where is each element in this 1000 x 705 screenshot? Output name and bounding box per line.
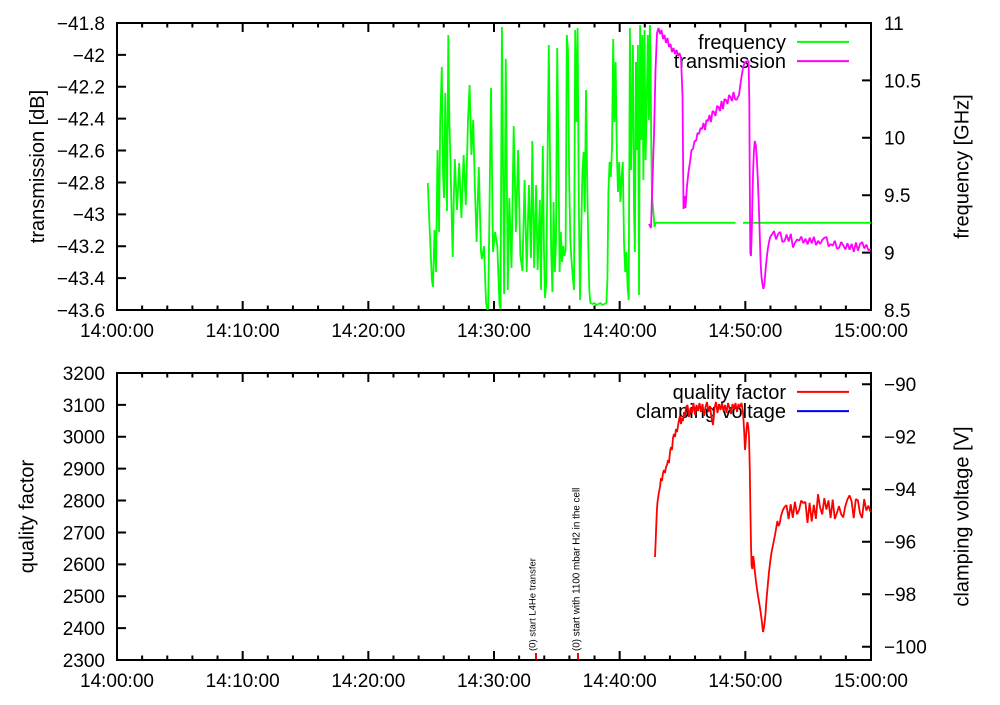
svg-text:−94: −94 — [884, 480, 917, 501]
svg-text:14:50:00: 14:50:00 — [708, 671, 782, 692]
svg-text:8.5: 8.5 — [884, 301, 910, 322]
svg-text:14:10:00: 14:10:00 — [206, 671, 280, 692]
svg-text:−100: −100 — [884, 638, 927, 659]
svg-text:15:00:00: 15:00:00 — [834, 671, 908, 692]
svg-text:transmission: transmission — [674, 51, 786, 73]
svg-text:−42.6: −42.6 — [57, 141, 105, 162]
svg-text:−43: −43 — [73, 205, 105, 226]
svg-text:3100: 3100 — [63, 396, 105, 417]
svg-text:2800: 2800 — [63, 491, 105, 512]
svg-text:frequency [GHz]: frequency [GHz] — [952, 94, 974, 239]
svg-text:2600: 2600 — [63, 555, 105, 576]
svg-text:14:20:00: 14:20:00 — [331, 321, 405, 342]
svg-text:14:00:00: 14:00:00 — [80, 321, 154, 342]
svg-text:14:20:00: 14:20:00 — [331, 671, 405, 692]
svg-text:14:50:00: 14:50:00 — [708, 321, 782, 342]
svg-text:2400: 2400 — [63, 619, 105, 640]
svg-text:quality factor: quality factor — [17, 459, 39, 573]
svg-text:−90: −90 — [884, 375, 916, 396]
svg-text:clamping voltage [V]: clamping voltage [V] — [952, 426, 974, 606]
svg-text:14:00:00: 14:00:00 — [80, 671, 154, 692]
svg-text:−42.4: −42.4 — [57, 110, 106, 131]
svg-text:(0) start with 1100 mbar H2 in: (0) start with 1100 mbar H2 in the cell — [572, 488, 583, 651]
svg-text:−43.4: −43.4 — [57, 269, 106, 290]
svg-text:15:00:00: 15:00:00 — [834, 321, 908, 342]
svg-text:11: 11 — [884, 14, 904, 35]
svg-text:9.5: 9.5 — [884, 186, 910, 207]
svg-text:14:30:00: 14:30:00 — [457, 671, 531, 692]
svg-text:3000: 3000 — [63, 428, 105, 449]
svg-text:−41.8: −41.8 — [57, 14, 105, 35]
svg-text:14:40:00: 14:40:00 — [583, 671, 657, 692]
svg-text:2700: 2700 — [63, 523, 105, 544]
svg-text:3200: 3200 — [63, 364, 105, 385]
svg-text:14:10:00: 14:10:00 — [206, 321, 280, 342]
svg-text:−42.2: −42.2 — [57, 78, 105, 99]
svg-text:−98: −98 — [884, 585, 916, 606]
svg-text:2500: 2500 — [63, 587, 105, 608]
svg-text:−92: −92 — [884, 428, 916, 449]
svg-text:−43.6: −43.6 — [57, 301, 105, 322]
svg-text:−43.2: −43.2 — [57, 237, 105, 258]
svg-text:−42: −42 — [73, 46, 105, 67]
svg-text:9: 9 — [884, 244, 895, 265]
svg-text:14:30:00: 14:30:00 — [457, 321, 531, 342]
svg-text:frequency: frequency — [698, 32, 786, 54]
svg-text:2900: 2900 — [63, 460, 105, 481]
svg-text:14:40:00: 14:40:00 — [583, 321, 657, 342]
svg-text:−42.8: −42.8 — [57, 173, 105, 194]
svg-text:−96: −96 — [884, 533, 916, 554]
svg-text:transmission [dB]: transmission [dB] — [27, 90, 49, 243]
svg-text:10: 10 — [884, 129, 905, 150]
svg-text:quality factor: quality factor — [673, 382, 787, 404]
svg-text:(0) start L4He transfer: (0) start L4He transfer — [528, 558, 539, 651]
svg-text:10.5: 10.5 — [884, 71, 921, 92]
svg-text:2300: 2300 — [63, 651, 105, 672]
